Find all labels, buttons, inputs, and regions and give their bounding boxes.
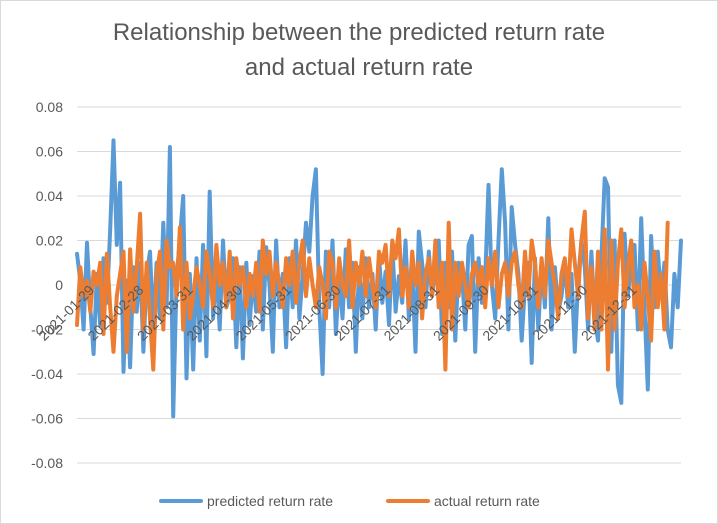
chart-title-line-1: Relationship between the predicted retur…	[112, 19, 606, 46]
legend-swatch-predicted	[159, 499, 203, 503]
y-tick-label: -0.08	[31, 455, 63, 471]
chart-title: Relationship between the predicted retur…	[1, 15, 717, 85]
y-tick-label: 0	[55, 277, 63, 293]
legend: predicted return rate actual return rate	[1, 491, 717, 511]
legend-swatch-actual	[386, 499, 430, 503]
legend-label-predicted: predicted return rate	[207, 493, 334, 509]
legend-item-actual: actual return rate	[386, 491, 540, 511]
legend-item-predicted: predicted return rate	[159, 491, 333, 511]
y-tick-label: 0.02	[36, 233, 63, 249]
y-tick-label: 0.06	[36, 144, 63, 160]
legend-label-actual: actual return rate	[434, 493, 540, 509]
y-tick-label: 0.08	[36, 99, 63, 115]
y-tick-label: -0.02	[31, 322, 63, 338]
series-line-actual	[75, 209, 670, 372]
y-tick-label: -0.06	[31, 411, 63, 427]
chart-title-line-2: and actual return rate	[244, 54, 474, 81]
y-tick-label: -0.04	[31, 366, 63, 382]
y-tick-label: 0.04	[36, 188, 63, 204]
